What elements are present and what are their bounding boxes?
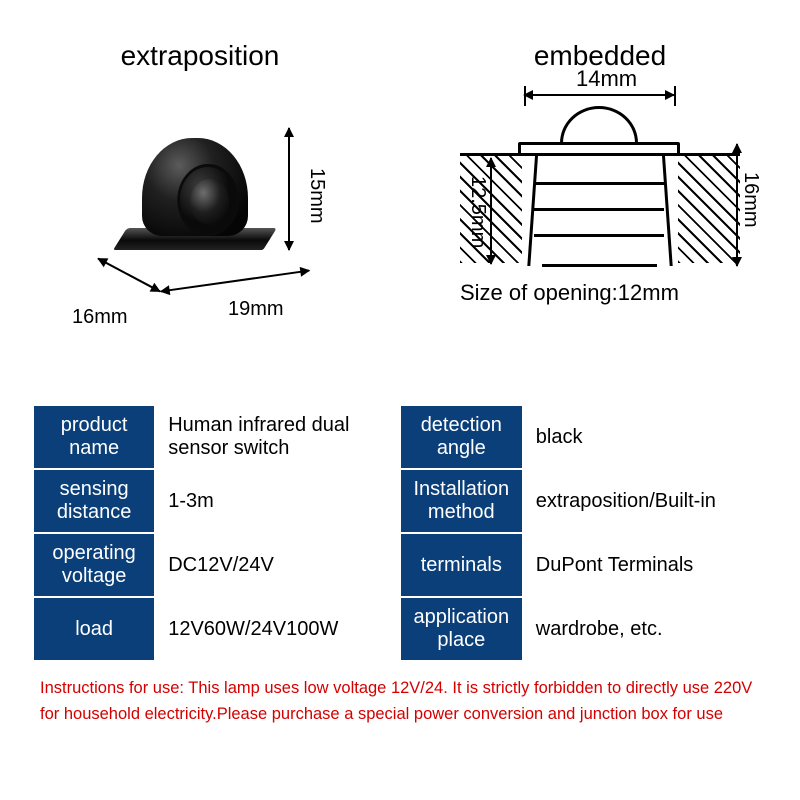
spec-value: black xyxy=(524,406,766,468)
table-row: sensingdistance 1-3m Installationmethod … xyxy=(34,470,766,532)
sensor-lens xyxy=(190,179,229,225)
spec-key: load xyxy=(34,598,154,660)
thread-line xyxy=(534,234,664,237)
extraposition-title: extraposition xyxy=(121,40,280,72)
opening-size-label: Size of opening:12mm xyxy=(460,280,679,306)
spec-value: wardrobe, etc. xyxy=(524,598,766,660)
spec-value: extraposition/Built-in xyxy=(524,470,766,532)
table-row: load 12V60W/24V100W applicationplace war… xyxy=(34,598,766,660)
dim-tick xyxy=(524,86,526,106)
table-row: productname Human infrared dual sensor s… xyxy=(34,406,766,468)
embedded-column: embedded 14mm 12.5mm 16mm Size of openin… xyxy=(400,40,800,370)
spec-value: DC12V/24V xyxy=(156,534,399,596)
dim-label-width: 19mm xyxy=(228,298,284,321)
embedded-body xyxy=(534,156,664,266)
dim-label-total-height: 16mm xyxy=(739,172,762,228)
spec-value: 1-3m xyxy=(156,470,399,532)
extraposition-column: extraposition 15mm 19mm 16mm xyxy=(0,40,400,370)
spec-key: sensingdistance xyxy=(34,470,154,532)
extraposition-diagram: 15mm 19mm 16mm xyxy=(50,90,350,350)
usage-instructions: Instructions for use: This lamp uses low… xyxy=(40,676,760,727)
dim-arrow-width xyxy=(161,270,310,293)
dim-tick xyxy=(674,86,676,106)
hatching-right xyxy=(678,153,740,263)
dim-arrow-top-width xyxy=(524,94,674,96)
dim-label-height: 15mm xyxy=(305,168,328,224)
dim-label-depth: 16mm xyxy=(72,306,128,329)
dim-label-insert-depth: 12.5mm xyxy=(466,176,489,248)
spec-value: Human infrared dual sensor switch xyxy=(156,406,399,468)
dim-label-top-width: 14mm xyxy=(576,66,637,92)
spec-key: applicationplace xyxy=(401,598,522,660)
thread-line xyxy=(534,208,664,211)
dim-arrow-height xyxy=(288,128,290,250)
diagrams-section: extraposition 15mm 19mm 16mm embedded 14… xyxy=(0,0,800,370)
spec-key: detectionangle xyxy=(401,406,522,468)
spec-key: terminals xyxy=(401,534,522,596)
spec-key: operatingvoltage xyxy=(34,534,154,596)
thread-line xyxy=(534,182,664,185)
spec-key: productname xyxy=(34,406,154,468)
sensor-lens-ring xyxy=(177,164,238,236)
embedded-dome xyxy=(560,106,638,146)
dim-arrow-insert-depth xyxy=(490,158,492,264)
embedded-flange xyxy=(518,142,680,156)
spec-value: DuPont Terminals xyxy=(524,534,766,596)
spec-value: 12V60W/24V100W xyxy=(156,598,399,660)
table-row: operatingvoltage DC12V/24V terminals DuP… xyxy=(34,534,766,596)
sensor-product-illustration xyxy=(128,118,258,258)
spec-table: productname Human infrared dual sensor s… xyxy=(32,404,768,662)
dim-arrow-total-height xyxy=(736,144,738,266)
dim-arrow-depth xyxy=(98,258,161,293)
spec-key: Installationmethod xyxy=(401,470,522,532)
embedded-bottom xyxy=(542,264,657,267)
embedded-diagram: 14mm 12.5mm 16mm Size of opening:12mm xyxy=(430,90,770,340)
